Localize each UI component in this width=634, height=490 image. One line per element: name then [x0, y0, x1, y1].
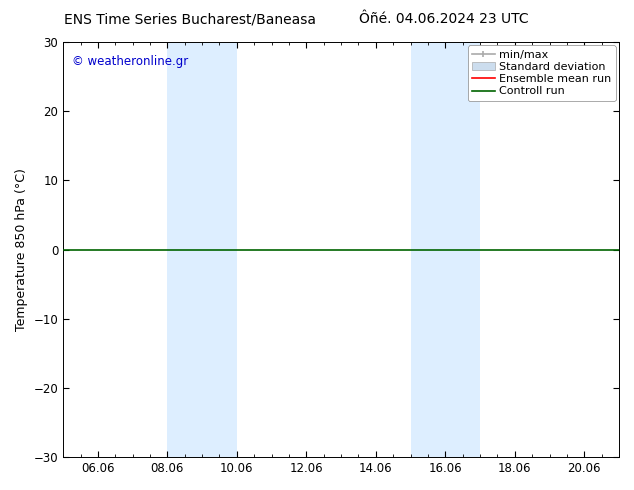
Y-axis label: Temperature 850 hPa (°C): Temperature 850 hPa (°C) [15, 168, 28, 331]
Text: Ôñé. 04.06.2024 23 UTC: Ôñé. 04.06.2024 23 UTC [359, 12, 529, 26]
Bar [411, 42, 480, 457]
Text: © weatheronline.gr: © weatheronline.gr [72, 54, 188, 68]
Text: ENS Time Series Bucharest/Baneasa: ENS Time Series Bucharest/Baneasa [64, 12, 316, 26]
Bar [167, 42, 237, 457]
Legend: min/max, Standard deviation, Ensemble mean run, Controll run: min/max, Standard deviation, Ensemble me… [468, 46, 616, 101]
